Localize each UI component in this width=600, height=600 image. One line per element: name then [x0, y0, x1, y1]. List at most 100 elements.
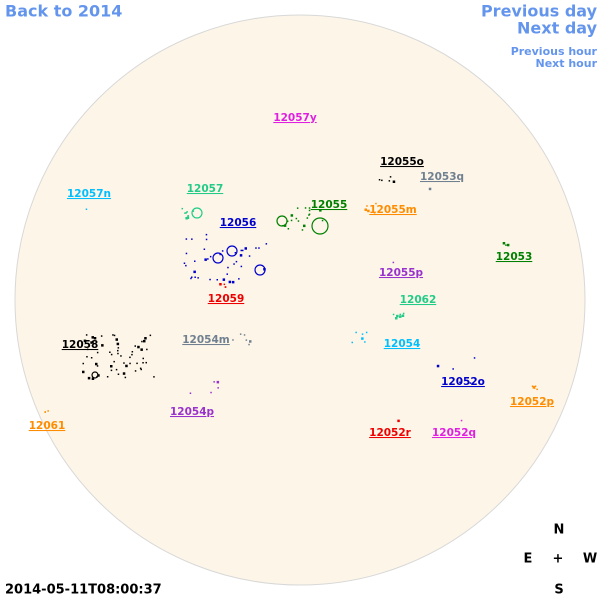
sunspot	[308, 209, 311, 212]
sunspot	[402, 312, 405, 315]
sunspot	[240, 249, 242, 252]
sunspot	[100, 335, 103, 337]
sunspot	[125, 364, 128, 368]
region-label[interactable]: 12055m	[369, 204, 417, 216]
next-day-link[interactable]: Next day	[517, 19, 598, 38]
sunspot	[145, 361, 147, 364]
sunspot	[502, 242, 506, 245]
sunspot	[113, 334, 116, 337]
sunspot	[436, 364, 440, 368]
sunspot	[209, 255, 212, 258]
sunspot	[361, 333, 364, 335]
region-label[interactable]: 12054	[384, 338, 421, 350]
sunspot	[534, 385, 537, 387]
sunspot	[248, 343, 250, 346]
region-label[interactable]: 12057	[187, 183, 224, 195]
sunspot	[47, 410, 49, 412]
sunspot	[506, 243, 510, 247]
sunspot	[131, 351, 134, 353]
sunspot	[216, 279, 218, 281]
sunspot	[96, 351, 99, 354]
sunspot	[224, 286, 227, 288]
sunspot	[399, 315, 402, 318]
sunspot	[86, 356, 88, 358]
sunspot	[181, 207, 183, 210]
compass-south: S	[554, 583, 563, 598]
region-label[interactable]: 12054m	[182, 334, 230, 346]
sunspot	[223, 283, 226, 286]
sunspot	[297, 220, 300, 222]
region-label[interactable]: 12057n	[67, 188, 111, 200]
sunspot	[191, 238, 193, 240]
sunspot	[396, 314, 399, 318]
sunspot	[239, 333, 242, 335]
sunspot	[96, 365, 99, 367]
region-label[interactable]: 12052r	[369, 427, 412, 439]
sunspot	[142, 357, 144, 360]
sunspot	[207, 258, 209, 260]
next-hour-link[interactable]: Next hour	[536, 57, 598, 70]
sunspot	[187, 215, 189, 217]
region-label[interactable]: 12056	[220, 217, 257, 229]
sunspot	[233, 263, 235, 265]
compass-north: N	[554, 523, 565, 538]
sunspot	[308, 214, 310, 216]
sunspot	[306, 217, 309, 219]
sunspot	[245, 339, 248, 341]
region-label[interactable]: 12062	[400, 294, 437, 306]
region-label[interactable]: 12055p	[379, 267, 424, 279]
back-link[interactable]: Back to 2014	[5, 2, 122, 21]
sunspot	[82, 370, 85, 374]
sunspot	[185, 238, 188, 240]
region-label[interactable]: 12053	[496, 251, 533, 263]
region-label[interactable]: 12053q	[420, 171, 464, 183]
sunspot	[91, 377, 95, 380]
sunspot	[392, 313, 395, 316]
sunspot	[249, 340, 252, 343]
sunspot	[117, 373, 120, 375]
region-label[interactable]: 12055o	[380, 156, 424, 168]
region-label[interactable]: 12061	[29, 420, 66, 432]
previous-hour-link[interactable]: Previous hour	[511, 45, 598, 58]
region-label[interactable]: 12054p	[170, 406, 215, 418]
sunspot	[238, 278, 240, 280]
sunspot	[205, 238, 208, 241]
sunspot	[355, 331, 357, 334]
previous-day-link[interactable]: Previous day	[481, 2, 598, 21]
sunspot	[93, 337, 97, 340]
region-label[interactable]: 12059	[208, 293, 245, 305]
sunspot	[378, 179, 381, 181]
region-label[interactable]: 12052p	[510, 396, 555, 408]
region-label[interactable]: 12052q	[432, 427, 476, 439]
region-label[interactable]: 12052o	[441, 376, 485, 388]
sunspot	[395, 317, 398, 320]
sunspot	[117, 347, 120, 349]
sunspot	[134, 370, 137, 372]
sunspot	[109, 351, 111, 353]
sunspot	[304, 207, 307, 209]
sunspot	[185, 264, 187, 267]
sunspot	[219, 253, 221, 256]
sunspot	[364, 341, 366, 343]
region-label[interactable]: 12058	[62, 339, 99, 351]
sunspot-umbra	[276, 215, 288, 227]
sunspot	[106, 376, 109, 378]
sunspot	[228, 280, 232, 284]
sunspot	[397, 419, 400, 423]
sunspot	[185, 252, 188, 255]
sunspot	[139, 367, 142, 370]
sunspot	[319, 209, 322, 212]
sunspot	[255, 247, 257, 249]
sunspot	[373, 212, 376, 214]
sunspot	[116, 342, 120, 346]
sunspot	[232, 339, 234, 341]
sunspot	[194, 260, 196, 262]
sunspot	[222, 278, 226, 281]
sunspot	[131, 353, 133, 356]
sunspot	[389, 176, 392, 178]
region-label[interactable]: 12055	[311, 199, 348, 211]
region-label[interactable]: 12057y	[273, 112, 317, 124]
sunspot	[112, 334, 114, 336]
sunspot	[197, 277, 199, 279]
